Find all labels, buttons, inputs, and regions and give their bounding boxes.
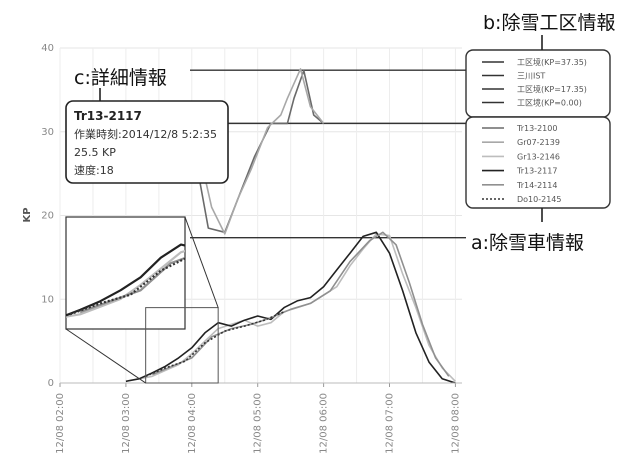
y-tick-label: 20 [41, 211, 54, 222]
x-tick-label: 12/08 06:00 [319, 393, 330, 454]
callout-b: b:除雪工区情報 [483, 12, 615, 34]
series-line [145, 311, 285, 378]
vehicle-legend-label: Tr13-2117 [516, 167, 557, 176]
y-tick-label: 0 [48, 378, 54, 389]
vehicle-legend-label: Tr13-2100 [516, 124, 557, 133]
zoom-source-box [145, 307, 219, 384]
section-legend-label: 工区境(KP=17.35) [517, 84, 587, 94]
axes: 0 10 20 30 40 12/08 02:00 12/08 03:00 12/08 04:… [41, 43, 462, 454]
detail-tooltip: Tr13-2117 作業時刻:2014/12/8 5:2:35 25.5 KP … [65, 100, 229, 184]
tooltip-speed: 速度:18 [74, 163, 114, 177]
y-tick-label: 10 [41, 294, 54, 305]
y-tick-label: 40 [41, 43, 54, 54]
vehicle-legend-label: Do10-2145 [517, 195, 561, 204]
callout-a: a:除雪車情報 [471, 232, 584, 254]
tooltip-box [65, 100, 229, 184]
reference-lines [190, 69, 466, 239]
series-lines [125, 68, 456, 384]
section-legend: 工区境(KP=37.35) 三川IST 工区境(KP=17.35) 工区境(KP=0.… [465, 49, 611, 118]
vehicle-legend-label: Gr07-2139 [517, 138, 560, 147]
x-tick-label: 12/08 03:00 [121, 393, 132, 454]
vehicle-legend: Tr13-2100 Gr07-2139 Gr13-2146 Tr13-2117 Tr14… [465, 116, 611, 209]
series-line [197, 68, 325, 235]
inset-series-line [66, 243, 185, 317]
tooltip-kp: 25.5 KP [74, 146, 116, 159]
series-line [151, 231, 450, 377]
callout-c: c:詳細情報 [74, 67, 167, 89]
series-line [125, 231, 456, 384]
x-tick-label: 12/08 02:00 [55, 393, 66, 454]
inset-series [66, 243, 185, 318]
vehicle-legend-label: Gr13-2146 [517, 152, 560, 161]
inset-series-line [69, 257, 185, 316]
tooltip-time: 作業時刻:2014/12/8 5:2:35 [74, 127, 217, 141]
grid [59, 47, 462, 384]
y-axis-label: KP [22, 207, 33, 222]
x-tick-label: 12/08 08:00 [450, 393, 461, 454]
x-tick-label: 12/08 04:00 [187, 393, 198, 454]
tooltip-title: Tr13-2117 [74, 109, 142, 123]
zoom-connector [184, 216, 219, 308]
callouts: a:除雪車情報 b:除雪工区情報 c:詳細情報 [74, 12, 615, 254]
y-tick-label: 30 [41, 127, 54, 138]
section-legend-label: 三川IST [517, 72, 545, 81]
inset-series-line [66, 249, 185, 318]
x-tick-label: 12/08 07:00 [385, 393, 396, 454]
zoom-inset [65, 216, 219, 384]
section-legend-label: 工区境(KP=37.35) [517, 57, 587, 67]
zoom-connector [65, 328, 146, 384]
vehicle-legend-label: Tr14-2114 [516, 181, 557, 190]
section-legend-label: 工区境(KP=0.00) [517, 98, 582, 108]
x-tick-label: 12/08 05:00 [253, 393, 264, 454]
